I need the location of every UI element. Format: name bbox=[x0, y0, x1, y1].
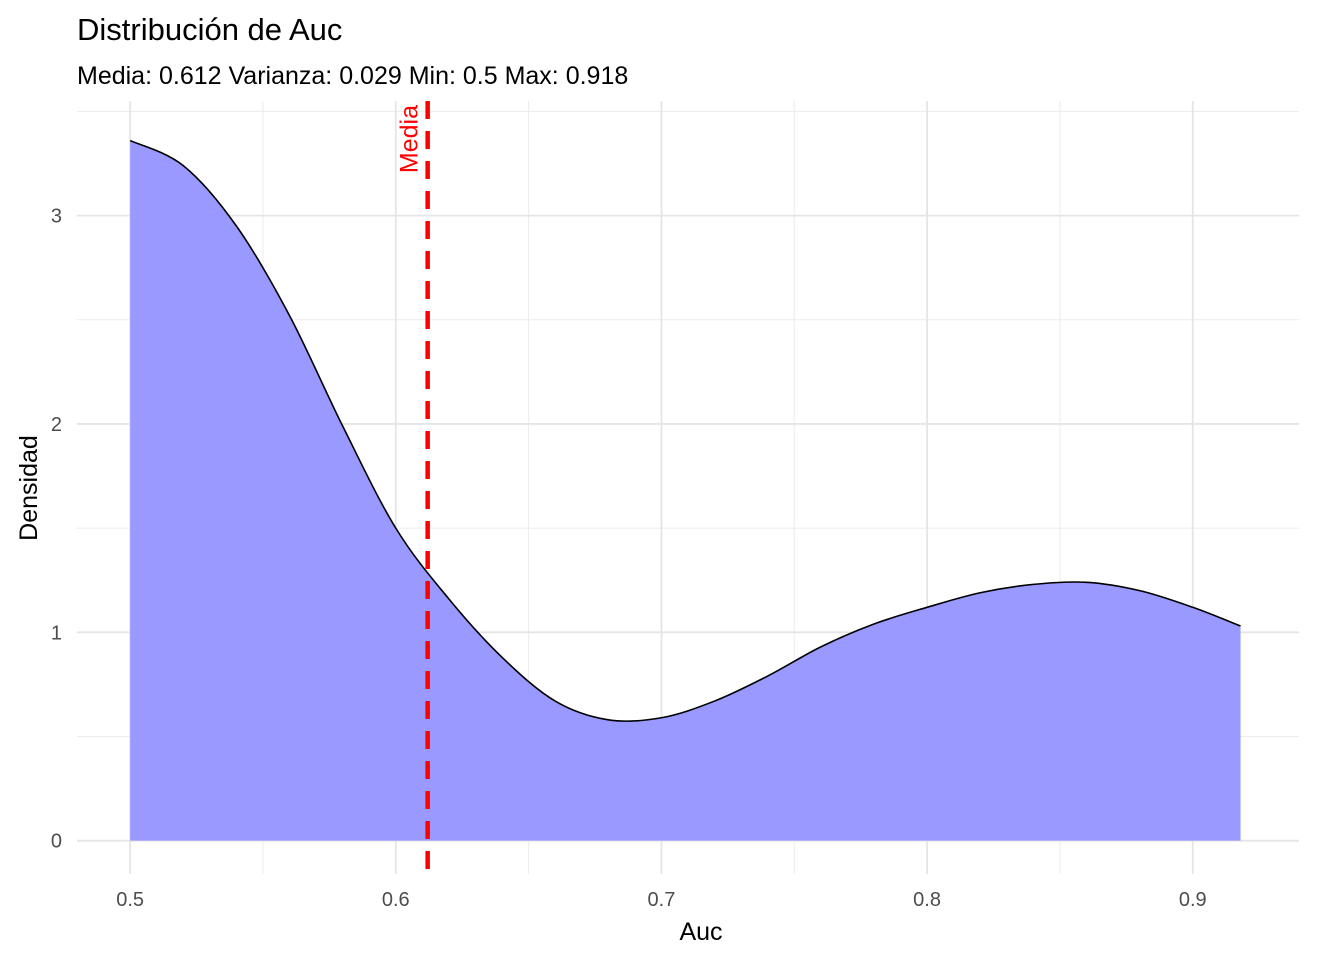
y-tick-label: 0 bbox=[51, 831, 62, 853]
x-axis-title: Auc bbox=[679, 918, 722, 946]
chart-title: Distribución de Auc bbox=[77, 12, 342, 47]
y-tick-label: 2 bbox=[51, 414, 62, 436]
chart-subtitle: Media: 0.612 Varianza: 0.029 Min: 0.5 Ma… bbox=[77, 62, 628, 90]
x-tick-label: 0.7 bbox=[648, 889, 676, 911]
density-area-layer bbox=[129, 139, 1241, 841]
x-tick-label: 0.8 bbox=[913, 889, 941, 911]
mean-label: Media bbox=[396, 105, 424, 173]
y-axis-ticks: 0 1 2 3 bbox=[51, 206, 62, 853]
y-tick-label: 1 bbox=[51, 622, 62, 644]
x-tick-label: 0.6 bbox=[382, 889, 410, 911]
y-tick-label: 3 bbox=[51, 206, 62, 228]
annotation-layer: Media bbox=[396, 101, 430, 874]
density-area bbox=[130, 140, 1241, 841]
x-tick-label: 0.5 bbox=[116, 889, 144, 911]
x-axis-ticks: 0.5 0.6 0.7 0.8 0.9 bbox=[116, 889, 1206, 911]
density-line bbox=[129, 139, 1241, 723]
y-axis-title: Densidad bbox=[15, 435, 43, 541]
x-tick-label: 0.9 bbox=[1179, 889, 1207, 911]
